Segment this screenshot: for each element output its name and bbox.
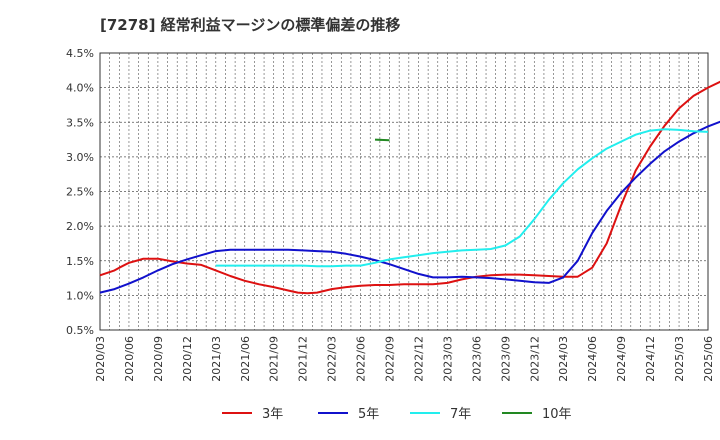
- legend: 3年 5年 7年 10年: [222, 407, 572, 422]
- x-tick-label: 2021/09: [268, 336, 281, 382]
- plot-border: [99, 52, 709, 331]
- x-tick-label: 2024/03: [557, 336, 570, 382]
- legend-label-4: 10年: [542, 407, 572, 422]
- x-tick-label: 2020/03: [94, 336, 107, 382]
- y-tick-label: 3.5%: [66, 116, 94, 129]
- x-tick-label: 2021/12: [297, 336, 310, 382]
- y-tick-label: 1.5%: [66, 255, 94, 268]
- x-tick-label: 2025/03: [673, 336, 686, 382]
- legend-label-2: 5年: [358, 407, 379, 422]
- series-line-2: [99, 120, 720, 294]
- y-tick-label: 1.0%: [66, 289, 94, 302]
- chart-title: [7278] 経常利益マージンの標準偏差の推移: [100, 16, 401, 34]
- x-tick-label: 2025/06: [702, 336, 715, 382]
- y-tick-label: 3.0%: [66, 151, 94, 164]
- x-tick-label: 2023/12: [528, 336, 541, 382]
- axes: 4.5%4.0%3.5%3.0%2.5%2.0%1.5%1.0%0.5%2020…: [66, 47, 715, 382]
- y-tick-label: 4.0%: [66, 82, 94, 95]
- series-line-4: [374, 138, 390, 142]
- x-tick-label: 2022/03: [326, 336, 339, 382]
- x-tick-label: 2024/12: [644, 336, 657, 382]
- x-tick-label: 2023/03: [441, 336, 454, 382]
- series-line-1: [99, 80, 720, 295]
- x-tick-label: 2022/06: [355, 336, 368, 382]
- y-tick-label: 0.5%: [66, 324, 94, 337]
- x-tick-label: 2024/06: [586, 336, 599, 382]
- legend-label-1: 3年: [262, 407, 283, 422]
- series-line-3: [215, 128, 709, 268]
- series-group: [99, 80, 720, 295]
- x-tick-label: 2021/03: [210, 336, 223, 382]
- x-tick-label: 2020/06: [123, 336, 136, 382]
- x-tick-label: 2022/09: [384, 336, 397, 382]
- legend-label-3: 7年: [450, 407, 471, 422]
- y-tick-label: 2.5%: [66, 186, 94, 199]
- x-tick-label: 2020/12: [181, 336, 194, 382]
- y-tick-label: 2.0%: [66, 220, 94, 233]
- x-tick-label: 2023/09: [499, 336, 512, 382]
- x-tick-label: 2024/09: [615, 336, 628, 382]
- grid: [100, 53, 708, 330]
- x-tick-label: 2020/09: [152, 336, 165, 382]
- x-tick-label: 2023/06: [470, 336, 483, 382]
- x-tick-label: 2022/12: [412, 336, 425, 382]
- x-tick-label: 2021/06: [239, 336, 252, 382]
- y-tick-label: 4.5%: [66, 47, 94, 60]
